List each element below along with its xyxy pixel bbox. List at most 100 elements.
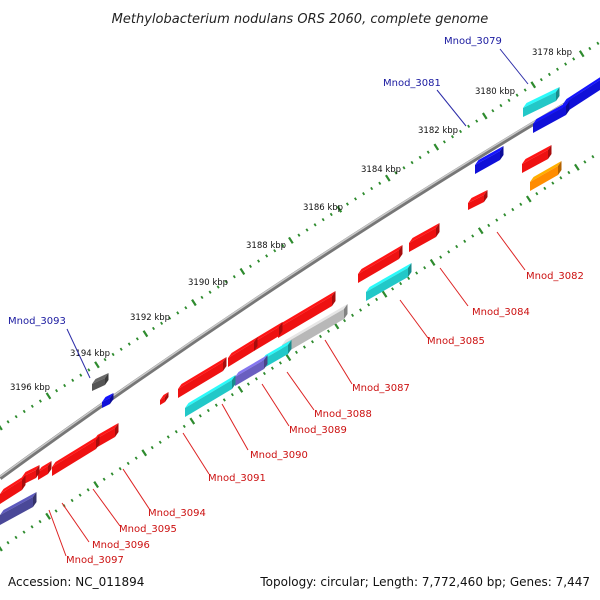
minor-tick xyxy=(345,202,349,206)
gene-label[interactable]: Mnod_3096 xyxy=(92,540,150,551)
gene-arrow[interactable] xyxy=(282,309,344,355)
gene-label[interactable]: Mnod_3079 xyxy=(444,36,502,47)
major-tick xyxy=(381,290,388,298)
gene-arrow[interactable] xyxy=(160,397,165,405)
gene-top-face xyxy=(52,435,100,467)
gene-label[interactable]: Mnod_3090 xyxy=(250,450,308,461)
minor-tick xyxy=(135,337,139,341)
gene-arrow[interactable] xyxy=(178,362,223,398)
gene-end-face xyxy=(254,337,258,351)
minor-tick xyxy=(174,429,178,434)
label-leader-line xyxy=(324,339,353,385)
gene-arrow[interactable] xyxy=(563,80,600,114)
gene-label[interactable]: Mnod_3088 xyxy=(314,409,372,420)
minor-tick xyxy=(439,255,443,259)
gene-arrow[interactable] xyxy=(530,166,558,191)
gene-arrow[interactable] xyxy=(523,92,556,117)
tick-label: 3182 kbp xyxy=(418,126,458,136)
gene-arrow[interactable] xyxy=(475,151,500,174)
minor-tick xyxy=(200,295,204,300)
minor-tick xyxy=(111,352,115,357)
label-leader-line xyxy=(66,328,91,379)
gene-end-face xyxy=(223,357,227,371)
gene-label[interactable]: Mnod_3097 xyxy=(66,555,124,566)
gene-arrow[interactable] xyxy=(0,480,22,504)
label-leader-line xyxy=(182,432,210,475)
minor-tick xyxy=(38,399,42,403)
gene-arrow[interactable] xyxy=(0,497,33,525)
gene-end-face xyxy=(115,423,119,437)
gene-arrow[interactable] xyxy=(278,296,332,338)
minor-tick xyxy=(535,192,539,196)
minor-tick xyxy=(583,160,587,164)
minor-tick xyxy=(160,321,164,325)
minor-tick xyxy=(297,233,301,237)
gene-label[interactable]: Mnod_3089 xyxy=(289,425,347,436)
gene-label[interactable]: Mnod_3093 xyxy=(8,316,66,327)
gene-arrow[interactable] xyxy=(92,378,105,391)
gene-label[interactable]: Mnod_3087 xyxy=(352,383,410,394)
minor-tick xyxy=(353,197,358,201)
gene-label[interactable]: Mnod_3082 xyxy=(526,271,584,282)
minor-tick xyxy=(313,223,317,227)
gene-label[interactable]: Mnod_3095 xyxy=(119,524,177,535)
gene-top-face xyxy=(235,355,268,377)
gene-label[interactable]: Mnod_3085 xyxy=(427,336,485,347)
gene-arrow[interactable] xyxy=(228,342,254,367)
gene-label[interactable]: Mnod_3091 xyxy=(208,473,266,484)
minor-tick xyxy=(246,382,250,386)
minor-tick xyxy=(426,150,430,154)
minor-tick xyxy=(467,124,471,128)
gene-label[interactable]: Mnod_3094 xyxy=(148,508,206,519)
major-tick xyxy=(288,236,294,244)
minor-tick xyxy=(168,316,172,320)
gene-end-face xyxy=(279,322,283,336)
major-tick xyxy=(481,112,488,120)
gene-end-face xyxy=(484,190,488,202)
major-tick xyxy=(285,354,292,362)
minor-tick xyxy=(394,171,398,175)
gene-end-face xyxy=(556,87,560,101)
gene-arrow[interactable] xyxy=(468,195,484,210)
major-tick xyxy=(45,392,52,400)
gene-arrow[interactable] xyxy=(366,268,408,301)
gene-end-face xyxy=(408,263,412,277)
minor-tick xyxy=(305,228,309,232)
gene-arrow[interactable] xyxy=(533,106,566,133)
label-leader-line xyxy=(48,509,67,557)
major-tick xyxy=(433,143,440,151)
minor-tick xyxy=(198,414,202,418)
gene-arrow[interactable] xyxy=(522,150,548,173)
gene-arrow[interactable] xyxy=(409,228,436,252)
minor-tick xyxy=(511,207,515,212)
gene-end-face xyxy=(332,291,336,306)
minor-tick xyxy=(281,243,285,248)
gene-arrow[interactable] xyxy=(358,250,399,283)
gene-arrow[interactable] xyxy=(38,466,48,480)
tick-label: 3192 kbp xyxy=(130,313,170,323)
minor-tick xyxy=(254,377,258,381)
gene-top-face xyxy=(38,461,52,472)
tick-marks-inner xyxy=(0,155,595,552)
gene-arrow[interactable] xyxy=(52,440,96,476)
gene-arrow[interactable] xyxy=(102,398,110,408)
gene-arrow[interactable] xyxy=(185,380,232,417)
minor-tick xyxy=(495,218,499,222)
tick-label: 3190 kbp xyxy=(188,278,228,288)
minor-tick xyxy=(491,109,495,113)
minor-tick xyxy=(278,361,282,365)
gene-label[interactable]: Mnod_3084 xyxy=(472,307,530,318)
minor-tick xyxy=(351,313,355,317)
minor-tick xyxy=(523,88,527,92)
minor-tick xyxy=(547,72,551,77)
minor-tick xyxy=(543,186,547,191)
minor-tick xyxy=(224,280,228,284)
minor-tick xyxy=(391,287,395,291)
label-leader-line xyxy=(499,48,529,85)
gene-arrow[interactable] xyxy=(262,345,288,369)
gene-arrow[interactable] xyxy=(254,327,279,351)
major-tick xyxy=(237,385,244,393)
gene-end-face xyxy=(548,145,552,159)
gene-arrow[interactable] xyxy=(235,360,264,386)
gene-label[interactable]: Mnod_3081 xyxy=(383,78,441,89)
